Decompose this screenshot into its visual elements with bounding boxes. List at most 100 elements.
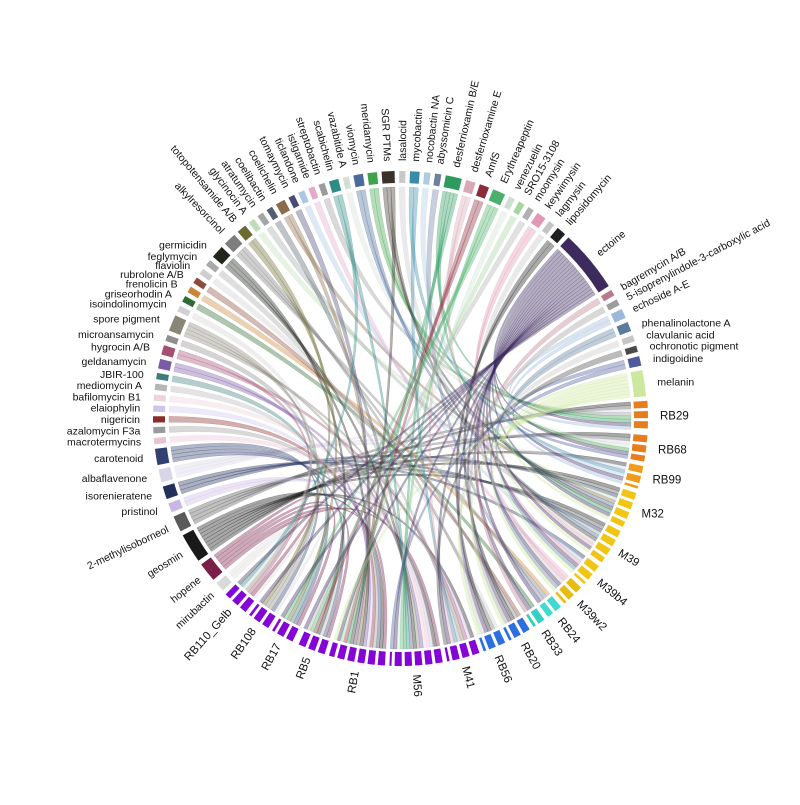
sector-SRO15-3108 [516,207,521,210]
sector-phenalinolactone-A [622,324,626,333]
label-5-isoprenylindole-3-carboxylic-acid: 5-isoprenylindole-3-carboxylic acid [624,217,772,303]
label-pristinol: pristinol [121,506,157,518]
sector-abyssomicin-C [434,179,440,180]
sector-scabichelin [331,185,340,188]
sector-keywimysin [534,218,542,223]
label-geldanamycin: geldanamycin [82,356,147,368]
label-M39: M39 [616,547,641,569]
label-mediomycin-A: mediomycin A [77,380,142,392]
sector-RB110-Gelb [231,589,250,606]
label-hygrocin-A-B: hygrocin A/B [91,342,150,354]
label-isorenieratene: isorenieratene [86,490,153,502]
sector-M39w2 [560,583,576,599]
sector-atratumycin [261,218,266,222]
sector-2-methylisoborneol [179,514,186,528]
sector-desferrioxamine-E [465,186,474,189]
sector-lagmysin [546,226,551,230]
sector-griseorhodin-A [187,299,190,304]
label-elaiophylin: elaiophylin [91,403,141,415]
label-lasalocid: lasalocid [397,120,409,161]
label-albaflavenone: albaflavenone [82,473,148,485]
sector-RB68 [637,435,640,461]
label-melanin: melanin [657,376,694,388]
sector-liposidomycin [554,233,561,239]
sector-M39b4 [579,562,593,579]
sector-geosmin [188,533,203,558]
label-RB99: RB99 [653,475,682,487]
sector-RB108 [253,609,272,622]
label-mycobactin: mycobactin [410,108,425,162]
sector-5-isoprenylindole-3-carboxylic-acid [611,302,614,308]
sector-coelibactin [270,212,275,215]
sector-nocobactin-NA [424,178,430,179]
sector-RB56 [481,636,502,645]
label-RB29: RB29 [660,411,689,423]
sector-istigamide [311,192,317,194]
sector-M56 [390,655,442,659]
sector-Erythreapeptin [491,195,503,200]
label-spore-pigment: spore pigment [93,314,160,326]
label-M39w2: M39w2 [574,599,608,634]
sector-ochronotic-pigment [630,347,632,353]
sector-mycobactin [410,177,419,178]
label-germicidin: germicidin [159,240,207,252]
sector-macrotermycins [160,438,161,444]
label-M39b4: M39b4 [594,577,629,609]
sector-isoindolinomycin [183,308,186,314]
label-RB56: RB56 [492,654,514,685]
sector-RB20 [506,623,526,634]
sector-moomysin [525,212,530,215]
label-microansamycin: microansamycin [78,329,154,341]
sector-JBIR-100 [162,374,163,380]
sector-clavulanic-acid [627,337,629,343]
sector-hygrocin-A-B [167,347,170,356]
sector-desferrioxamin-B-E [445,181,461,185]
sector-glycinocin-A [252,224,257,228]
sector-tomaymycin [291,200,297,203]
sector-feglymycin [211,264,215,269]
sector-germicidin [217,251,226,260]
label-phenalinolactone-A: phenalinolactone A [642,317,731,329]
label-RB33: RB33 [538,628,564,659]
sector-coelichelin [279,205,287,210]
sector-RB24 [544,601,557,611]
sector-microansamycin [171,337,173,343]
label-azalomycin-F3a: azalomycin F3a [67,425,141,437]
sector-RB33 [530,614,541,621]
label-RB24: RB24 [555,616,583,646]
sector-echoside-A-E [616,312,620,321]
sector-albaflavenone [164,468,167,480]
sector-mediomycin-A [161,384,162,390]
label-JBIR-100: JBIR-100 [100,369,144,381]
sector-melanin [636,371,640,397]
sector-RB99 [631,465,636,487]
sector-totopotensamide-A-B [242,230,249,236]
sector-carotenoid [161,448,164,464]
label-RB17: RB17 [260,642,284,673]
label-bafilomycin-B1: bafilomycin B1 [73,391,141,403]
sector-flaviolin [204,272,208,277]
sector-RB1 [331,649,385,659]
label-M32: M32 [642,509,664,521]
label-M41: M41 [459,665,476,690]
sector-alkylresorcinol [229,239,238,248]
label-carotenoid: carotenoid [94,453,143,465]
sector-frenolicin-B [193,290,196,295]
sector-bagremycin-A-B [606,293,609,298]
label-macrotermycins: macrotermycins [67,437,141,449]
label-RB20: RB20 [518,641,542,672]
sector-RB17 [276,624,296,635]
sector-vazabitide-A [344,182,350,183]
sector-spore-pigment [175,318,181,333]
sector-hopene [206,561,218,576]
sector-M32 [616,491,629,524]
label-ectoine: ectoine [594,228,628,259]
label-RB1: RB1 [346,670,362,694]
sector-AmfS [478,190,487,193]
ribbon-layer [169,187,631,649]
label-SGR-PTMs: SGR PTMs [378,108,393,162]
label-nigericin: nigericin [101,414,140,426]
sector-bafilomycin-B1 [160,395,161,401]
